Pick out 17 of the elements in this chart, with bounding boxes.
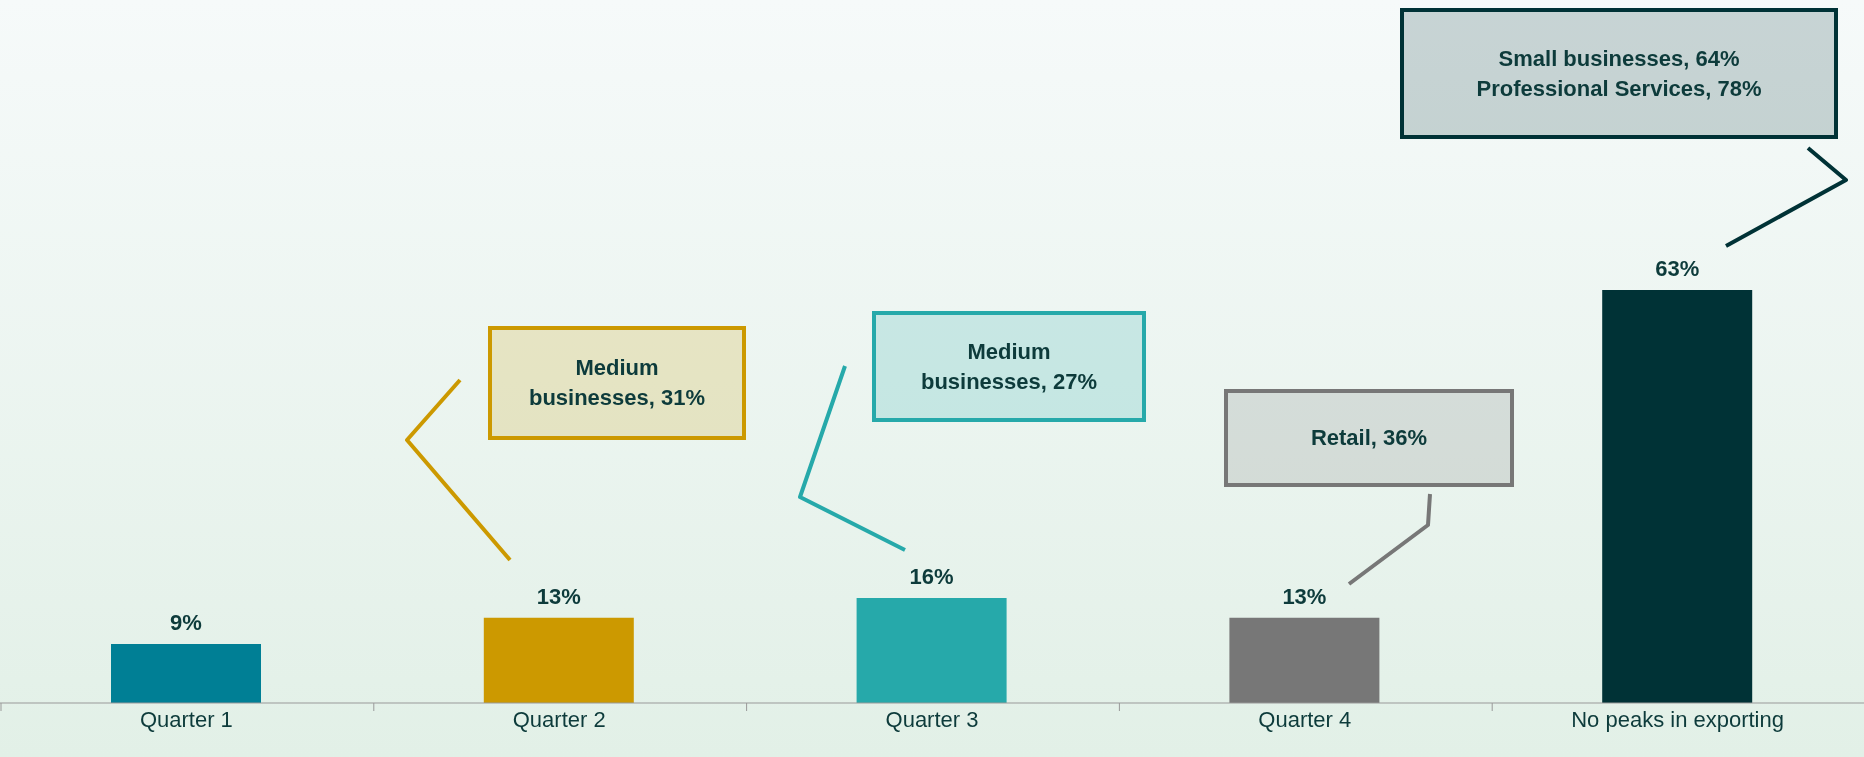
annotation: Medium businesses, 31%: [527, 354, 707, 412]
data-label: 13%: [1282, 583, 1327, 609]
x-tick-label: Quarter 1: [139, 706, 233, 732]
data-label: 16%: [909, 564, 954, 590]
callout-box: Small businesses, 64% Professional Services, 78%: [1400, 8, 1838, 139]
callout-box: Retail, 36%: [1224, 389, 1514, 487]
data-label: 9%: [170, 610, 202, 635]
data-label: 13%: [536, 583, 581, 609]
x-tick-label: Quarter 4: [1258, 706, 1352, 732]
annotation: Medium businesses, 27%: [919, 337, 1099, 396]
callout-box: Medium businesses, 31%: [488, 326, 746, 440]
x-tick-label: Quarter 3: [885, 706, 979, 732]
x-tick-label: Quarter 2: [512, 706, 606, 732]
callout-box: Medium businesses, 27%: [872, 311, 1146, 422]
data-label: 63%: [1655, 256, 1700, 281]
x-tick-label: No peaks in exporting: [1571, 706, 1784, 732]
annotation: Retail, 36%: [1310, 424, 1428, 452]
